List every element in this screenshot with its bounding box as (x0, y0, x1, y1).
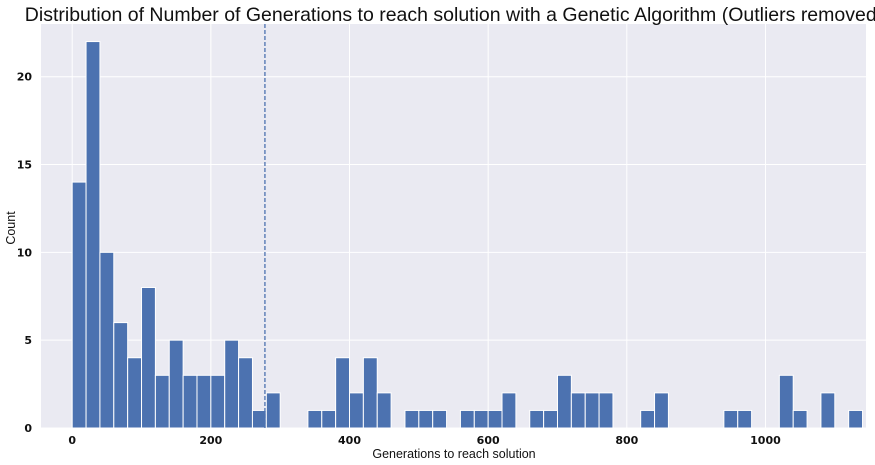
histogram-bar (640, 409, 656, 429)
y-tick-label: 0 (24, 422, 32, 435)
y-tick-label: 20 (17, 71, 33, 84)
histogram-bar (418, 409, 434, 429)
y-axis-label: Count (4, 211, 18, 245)
histogram-bar (723, 409, 739, 429)
y-tick-label: 10 (17, 246, 33, 259)
histogram-bar (141, 286, 156, 429)
histogram-bar (737, 409, 753, 429)
histogram-bar (570, 392, 586, 429)
histogram-bar (265, 392, 281, 429)
histogram-bar (99, 251, 115, 429)
histogram-bar (501, 392, 517, 429)
histogram-bar (154, 374, 170, 429)
histogram-bar (529, 409, 545, 429)
x-tick-label: 600 (477, 434, 500, 447)
histogram-bar (487, 409, 503, 429)
histogram-bar (556, 374, 572, 429)
plot-background (41, 24, 866, 428)
x-tick-label: 400 (338, 434, 361, 447)
histogram-bar (210, 374, 226, 429)
histogram-bar (168, 339, 184, 429)
histogram-bar (473, 409, 489, 429)
histogram-bar (224, 339, 240, 429)
histogram-bar (127, 357, 143, 429)
histogram-bar (820, 392, 836, 429)
histogram-bar (349, 392, 364, 429)
x-tick-label: 0 (68, 434, 76, 447)
x-tick-label: 1000 (750, 434, 781, 447)
histogram-bar (307, 409, 323, 429)
x-tick-labels: 0 200 400 600 800 1000 (68, 434, 781, 447)
histogram-bar (543, 409, 558, 429)
y-tick-label: 15 (17, 159, 32, 172)
histogram-bar (376, 392, 392, 429)
histogram-bar (196, 374, 212, 429)
histogram-bar (432, 409, 448, 429)
histogram-bar (85, 41, 101, 429)
chart-title: Distribution of Number of Generations to… (25, 4, 875, 26)
histogram-bar (778, 374, 794, 429)
histogram-bar (584, 392, 600, 429)
x-axis-label: Generations to reach solution (372, 447, 535, 461)
x-tick-label: 800 (615, 434, 638, 447)
histogram-bar (113, 322, 129, 429)
x-tick-label: 200 (199, 434, 222, 447)
histogram-bar (362, 357, 378, 429)
histogram-bar (598, 392, 614, 429)
histogram-bar (71, 181, 87, 429)
histogram-bar (238, 357, 253, 429)
histogram-bar (251, 409, 267, 429)
histogram-bar (459, 409, 475, 429)
y-tick-label: 5 (24, 334, 32, 347)
histogram-bar (182, 374, 198, 429)
histogram-bars (71, 41, 864, 429)
histogram-bar (848, 409, 864, 429)
histogram-bar (404, 409, 420, 429)
histogram-bar (654, 392, 669, 429)
y-tick-labels: 0 5 10 15 20 (17, 71, 33, 435)
histogram-bar (321, 409, 337, 429)
histogram-bar (792, 409, 808, 429)
histogram-bar (335, 357, 351, 429)
